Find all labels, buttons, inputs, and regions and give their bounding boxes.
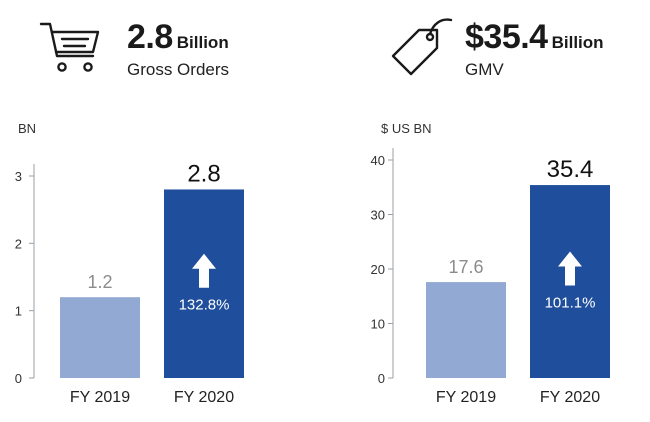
y-tick-label: 0: [378, 371, 385, 386]
bar-value-label: 2.8: [187, 160, 220, 187]
bar-value-label: 1.2: [87, 272, 112, 292]
growth-percent-label: 132.8%: [179, 297, 230, 314]
headline-unit: Billion: [551, 33, 604, 52]
shopping-cart-icon: [39, 22, 100, 72]
bar-fy-2019: [426, 282, 506, 378]
gmv-chart: $ US BN 0 10 20 30 40 17.6 FY 2019 35.4 FY 2020 10…: [371, 121, 610, 406]
gross-orders-chart: BN 0 1 2 3 1.2 FY 2019 2.8 FY 2020 132.8%: [15, 121, 244, 406]
gross-orders-panel: 2.8 Billion Gross Orders BN 0 1 2 3 1.2 FY 2019…: [15, 18, 244, 406]
y-unit-label: $ US BN: [381, 121, 432, 136]
x-category-label: FY 2020: [540, 389, 600, 406]
y-tick-label: 3: [15, 169, 22, 184]
y-tick-label: 30: [371, 208, 385, 223]
bar-value-label: 35.4: [547, 156, 594, 183]
x-category-label: FY 2019: [436, 389, 496, 406]
x-category-label: FY 2019: [70, 389, 130, 406]
metric-label: Gross Orders: [127, 60, 230, 79]
gross-orders-headline: 2.8 Billion: [127, 18, 229, 57]
headline-value: $35.4: [465, 18, 548, 56]
metric-label: GMV: [465, 60, 504, 79]
y-unit-label: BN: [18, 121, 36, 136]
headline-value: 2.8: [127, 18, 173, 56]
growth-percent-label: 101.1%: [545, 295, 596, 312]
y-tick-label: 2: [15, 236, 22, 251]
y-tick-label: 1: [15, 304, 22, 319]
y-tick-label: 40: [371, 153, 385, 168]
gmv-panel: $35.4 Billion GMV $ US BN 0 10 20 30 40 17.6 FY …: [325, 0, 650, 422]
bar-fy-2019: [60, 297, 140, 378]
y-tick-label: 10: [371, 317, 385, 332]
y-tick-label: 20: [371, 262, 385, 277]
growth-arrow-icon: [192, 253, 216, 288]
headline-unit: Billion: [176, 33, 229, 52]
gmv-headline: $35.4 Billion: [465, 18, 604, 57]
growth-arrow-icon: [558, 251, 582, 286]
x-category-label: FY 2020: [174, 389, 234, 406]
bar-value-label: 17.6: [448, 257, 483, 277]
y-tick-label: 0: [15, 371, 22, 386]
price-tag-icon: [391, 18, 453, 76]
